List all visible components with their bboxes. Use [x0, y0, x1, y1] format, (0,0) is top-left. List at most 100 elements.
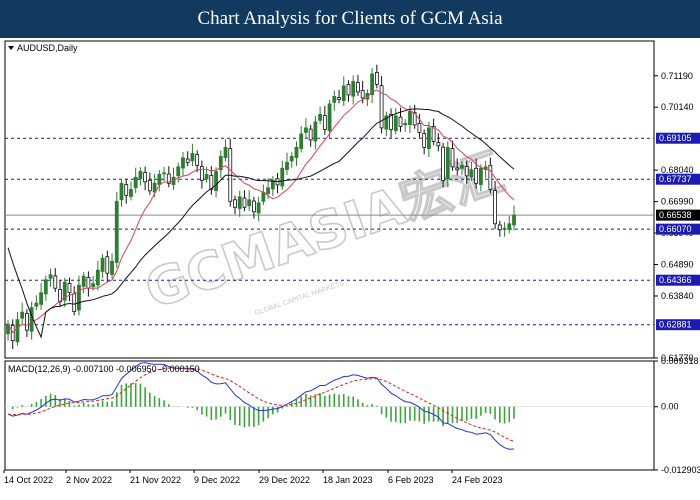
candle-body [67, 282, 72, 294]
candle-body [252, 200, 256, 213]
candle-body [266, 187, 270, 194]
candle-body [214, 170, 218, 191]
candle-body [62, 281, 67, 301]
candle-body [384, 115, 389, 130]
candle-body [209, 175, 214, 190]
candle-body [25, 312, 29, 331]
candle-body [86, 277, 91, 289]
candle-body [72, 293, 77, 312]
price-y-tick-label: 0.70140 [661, 102, 694, 112]
candle-body [195, 154, 200, 166]
candle-body [379, 85, 384, 129]
candle-body [29, 307, 34, 332]
candle-body [469, 169, 474, 178]
candle-body [58, 288, 62, 303]
candle-body [129, 188, 133, 197]
candle-body [450, 148, 455, 168]
candle-body [162, 172, 166, 175]
candle-body [346, 84, 351, 96]
candle-body [351, 81, 356, 97]
candle-body [332, 96, 337, 103]
candle-body [39, 292, 44, 305]
candle-body [318, 114, 323, 121]
candle-body [445, 146, 450, 180]
macd-y-tick-label: 0.00 [661, 402, 679, 412]
candle-body [95, 269, 100, 286]
candle-body [512, 214, 516, 226]
candle-body [478, 167, 483, 185]
candle-body [374, 72, 379, 85]
x-tick-label: 18 Jan 2023 [323, 475, 373, 485]
candle-body [285, 161, 289, 170]
candle-body [436, 142, 441, 147]
candle-body [20, 311, 25, 319]
candle-body [143, 172, 148, 183]
macd-panel-border [4, 360, 655, 471]
candle-body [43, 279, 48, 295]
candle-body [322, 115, 327, 130]
candle-body [34, 302, 39, 307]
candle-body [242, 197, 247, 208]
macd-y-tick-label: -0.012903 [661, 465, 700, 475]
candle-body [48, 274, 53, 279]
candle-body [431, 125, 436, 142]
price-y-tick-label: 0.64890 [661, 260, 694, 270]
candle-body [294, 146, 299, 158]
candle-body [138, 170, 143, 179]
price-y-tick-label: 0.66990 [661, 197, 694, 207]
macd-signal-line [7, 367, 515, 442]
candle-body [313, 121, 318, 142]
candle-body [247, 199, 252, 207]
candle-body [166, 173, 171, 184]
candle-body [474, 167, 479, 184]
price-panel-border [4, 40, 655, 359]
candle-body [152, 182, 157, 193]
candle-body [119, 182, 124, 201]
level-price-label: 0.66070 [659, 224, 692, 234]
triangle-down-icon[interactable] [8, 46, 14, 50]
level-price-tag [656, 319, 700, 331]
candle-body [289, 155, 294, 162]
candle-body [124, 184, 129, 196]
candle-body [53, 275, 58, 289]
candle-body [190, 152, 195, 162]
level-price-label: 0.67737 [659, 174, 692, 184]
candle-body [455, 167, 460, 171]
candle-body [218, 155, 223, 171]
price-y-tick-label: 0.61770 [661, 353, 694, 363]
candle-body [493, 190, 497, 225]
candle-body [426, 127, 431, 149]
level-price-label: 0.62881 [659, 320, 692, 330]
macd-line [7, 362, 515, 450]
price-y-tick-label: 0.71190 [661, 71, 693, 81]
candle-body [441, 146, 445, 181]
candle-body [304, 127, 308, 133]
x-tick-label: 14 Oct 2022 [4, 475, 53, 485]
candle-body [393, 115, 398, 131]
candle-body [408, 111, 412, 125]
candle-body [360, 90, 365, 99]
candle-body [398, 116, 403, 127]
candle-body [327, 103, 332, 131]
candle-body [389, 114, 393, 130]
current-price-label: 0.66538 [659, 210, 692, 220]
candle-body [81, 275, 86, 287]
x-tick-label: 29 Dec 2022 [259, 475, 310, 485]
candle-body [100, 257, 105, 272]
price-y-tick-label: 0.63840 [661, 291, 694, 301]
candle-body [422, 133, 427, 148]
candle-body [507, 223, 512, 230]
candle-body [341, 85, 346, 102]
x-tick-label: 2 Nov 2022 [66, 475, 112, 485]
chart-frame: GCMASIA宏汇 GLOBAL CAPITAL MARKETS 0.71190 0.… [0, 38, 700, 500]
watermark-logo: GCMASIA宏汇 [138, 143, 511, 321]
candle-body [460, 164, 464, 169]
candle-body [110, 260, 114, 275]
page-title: Chart Analysis for Clients of GCM Asia [0, 0, 700, 38]
price-y-tick-label: 0.68040 [661, 165, 694, 175]
level-price-tag [656, 274, 700, 286]
candle-body [356, 82, 360, 93]
level-price-tag [656, 223, 700, 235]
macd-y-tick-label: 0.009318 [661, 356, 699, 366]
